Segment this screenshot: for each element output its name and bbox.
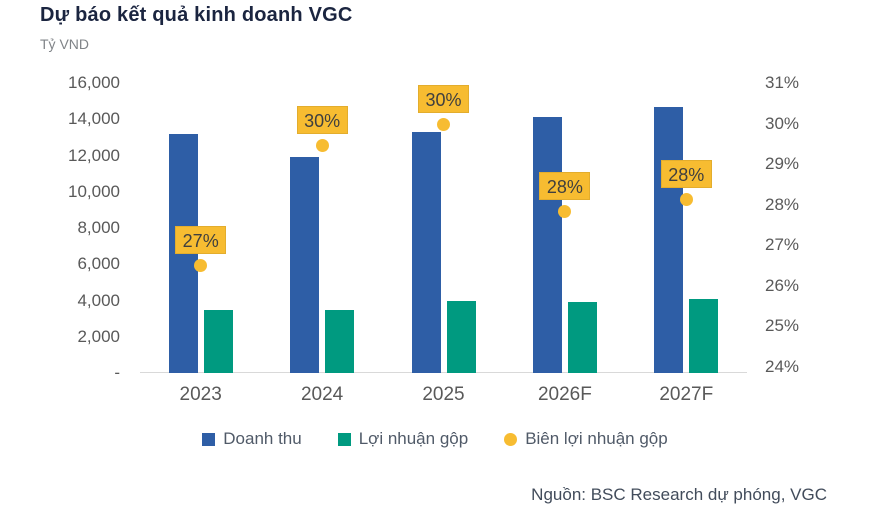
right-axis-tick-label: 29% <box>765 154 800 174</box>
source-note: Nguồn: BSC Research dự phóng, VGC <box>531 485 827 504</box>
margin-data-label: 27% <box>175 226 227 255</box>
revenue-swatch-icon <box>202 432 216 446</box>
chart-legend: Doanh thu Lợi nhuận gộp Biên lợi nhuận gộp <box>0 429 870 449</box>
gross-profit-bar <box>567 302 597 373</box>
left-axis-tick-label: 16,000 <box>68 73 120 92</box>
x-axis-label: 2027F <box>659 384 714 405</box>
left-axis-tick-label: 6,000 <box>77 254 120 274</box>
left-axis-tick-label: - <box>114 363 120 382</box>
margin-data-label: 30% <box>418 85 469 114</box>
axis-unit-label: Tỷ VND <box>40 36 89 52</box>
gross-profit-bar <box>203 310 233 373</box>
margin-dot <box>315 138 329 152</box>
left-axis-tick-label: 10,000 <box>68 181 120 201</box>
margin-dot <box>437 117 450 131</box>
right-axis-tick-label: 28% <box>765 194 800 214</box>
legend-item-gross-profit: Lợi nhuận gộp <box>337 429 469 449</box>
right-axis-tick-label: 24% <box>765 357 800 376</box>
x-axis-label: 2023 <box>179 384 222 405</box>
x-axis-label: 2026F <box>537 384 592 405</box>
left-axis-tick-label: 12,000 <box>68 145 120 165</box>
left-axis-tick-label: 8,000 <box>77 218 120 237</box>
revenue-bar <box>290 157 320 373</box>
x-axis-label: 2024 <box>300 384 344 405</box>
legend-item-margin: Biên lợi nhuận gộp <box>504 429 668 449</box>
margin-dot <box>679 192 693 206</box>
left-axis-tick-label: 4,000 <box>77 290 120 310</box>
legend-item-revenue: Doanh thu <box>202 429 302 449</box>
right-axis-tick-label: 31% <box>765 73 800 92</box>
margin-dot <box>558 204 572 218</box>
revenue-bar <box>654 106 684 373</box>
legend-label-margin: Biên lợi nhuận gộp <box>525 429 668 448</box>
right-axis-tick-label: 25% <box>765 316 800 336</box>
revenue-bar <box>532 117 562 373</box>
x-axis-line <box>140 372 747 373</box>
margin-data-label: 28% <box>660 160 712 188</box>
gross-profit-swatch-icon <box>337 432 351 446</box>
right-axis-tick-label: 27% <box>765 235 800 255</box>
left-axis-tick-label: 14,000 <box>68 109 120 129</box>
margin-swatch-icon <box>504 432 518 446</box>
left-axis-tick-label: 2,000 <box>77 326 120 346</box>
margin-data-label: 28% <box>539 172 591 201</box>
right-axis-tick-label: 30% <box>765 113 800 133</box>
chart-title: Dự báo kết quả kinh doanh VGC <box>40 4 353 26</box>
gross-profit-bar <box>325 310 355 373</box>
gross-profit-bar <box>689 298 719 373</box>
revenue-bar <box>411 131 441 373</box>
legend-label-revenue: Doanh thu <box>223 429 302 448</box>
right-axis-tick-label: 26% <box>765 275 800 295</box>
margin-data-label: 30% <box>296 106 348 135</box>
x-axis-label: 2025 <box>422 384 465 405</box>
legend-label-gross-profit: Lợi nhuận gộp <box>358 429 469 448</box>
gross-profit-bar <box>446 301 476 373</box>
margin-dot <box>194 258 208 272</box>
